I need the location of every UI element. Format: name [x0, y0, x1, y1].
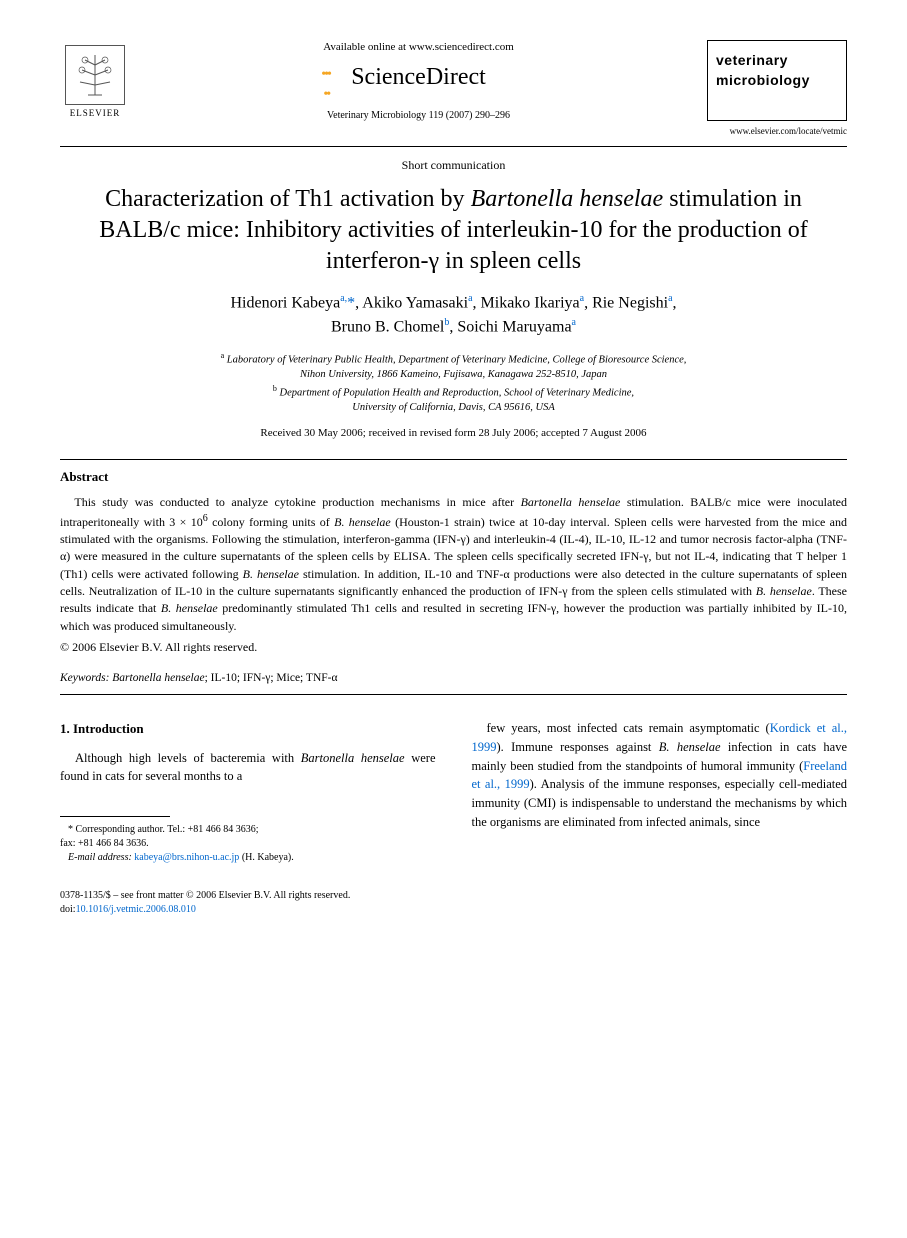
- page-footer: 0378-1135/$ – see front matter © 2006 El…: [60, 889, 847, 917]
- title-part1: Characterization of Th1 activation by: [105, 186, 470, 212]
- abstract-copyright: © 2006 Elsevier B.V. All rights reserved…: [60, 639, 847, 656]
- article-type: Short communication: [60, 157, 847, 174]
- footer-doi: doi:10.1016/j.vetmic.2006.08.010: [60, 903, 847, 917]
- keywords: Keywords: Bartonella henselae; IL-10; IF…: [60, 670, 847, 686]
- abstract-heading: Abstract: [60, 468, 847, 486]
- journal-box: veterinary microbiology: [707, 40, 847, 121]
- journal-reference: Veterinary Microbiology 119 (2007) 290–2…: [150, 109, 687, 123]
- email-suffix: (H. Kabeya).: [239, 852, 293, 863]
- sd-dots-icon: ••• ••: [321, 65, 330, 104]
- email-label: E-mail address:: [68, 852, 132, 863]
- abstract-rule-bottom: [60, 694, 847, 695]
- intro-heading: 1. Introduction: [60, 719, 436, 739]
- keywords-list: Bartonella henselae; IL-10; IFN-γ; Mice;…: [109, 672, 337, 684]
- journal-box-wrapper: veterinary microbiology www.elsevier.com…: [707, 40, 847, 138]
- abstract-body: This study was conducted to analyze cyto…: [60, 494, 847, 635]
- title-italic1: Bartonella henselae: [471, 186, 664, 212]
- center-header: Available online at www.sciencedirect.co…: [130, 40, 707, 123]
- footer-line1: 0378-1135/$ – see front matter © 2006 El…: [60, 889, 847, 903]
- footnote-separator: [60, 816, 170, 817]
- corresponding-author-footnote: * Corresponding author. Tel.: +81 466 84…: [60, 823, 436, 851]
- doi-label: doi:: [60, 904, 76, 915]
- available-online-text: Available online at www.sciencedirect.co…: [150, 40, 687, 55]
- page-header: ELSEVIER Available online at www.science…: [60, 40, 847, 138]
- tree-icon: [70, 50, 120, 100]
- journal-box-line1: veterinary: [716, 51, 838, 71]
- email-footnote: E-mail address: kabeya@brs.nihon-u.ac.jp…: [60, 851, 436, 865]
- intro-para-right: few years, most infected cats remain asy…: [472, 719, 848, 832]
- elsevier-tree-icon: [65, 45, 125, 105]
- header-rule: [60, 146, 847, 147]
- email-link[interactable]: kabeya@brs.nihon-u.ac.jp: [134, 852, 239, 863]
- column-right: few years, most infected cats remain asy…: [472, 719, 848, 865]
- keywords-label: Keywords:: [60, 672, 109, 684]
- authors: Hidenori Kabeyaa,*, Akiko Yamasakia, Mik…: [60, 291, 847, 340]
- elsevier-logo: ELSEVIER: [60, 40, 130, 120]
- sciencedirect-logo: ••• •• ScienceDirect: [351, 61, 486, 95]
- article-dates: Received 30 May 2006; received in revise…: [60, 426, 847, 441]
- elsevier-label: ELSEVIER: [70, 107, 121, 120]
- body-columns: 1. Introduction Although high levels of …: [60, 719, 847, 865]
- journal-url: www.elsevier.com/locate/vetmic: [707, 125, 847, 138]
- affiliations: a Laboratory of Veterinary Public Health…: [60, 350, 847, 416]
- doi-link[interactable]: 10.1016/j.vetmic.2006.08.010: [76, 904, 196, 915]
- column-left: 1. Introduction Although high levels of …: [60, 719, 436, 865]
- abstract-rule-top: [60, 459, 847, 460]
- article-title: Characterization of Th1 activation by Ba…: [60, 184, 847, 278]
- journal-box-line2: microbiology: [716, 71, 838, 91]
- intro-para-left: Although high levels of bacteremia with …: [60, 749, 436, 787]
- sciencedirect-text: ScienceDirect: [351, 64, 486, 90]
